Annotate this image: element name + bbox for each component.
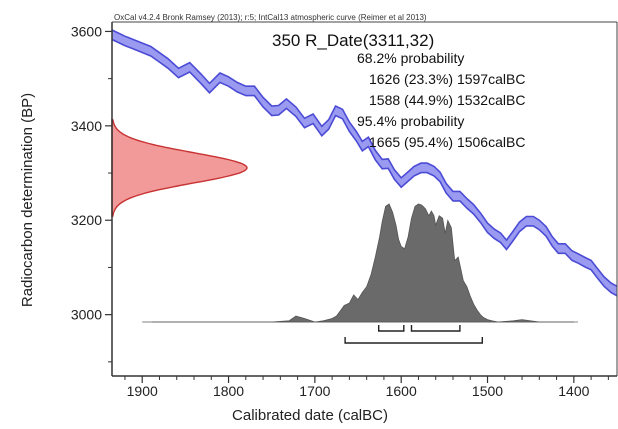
annotation-probability-68: 68.2% probability [357, 50, 464, 66]
range-68-bracket-2 [410, 325, 461, 332]
range-68-bracket-1 [378, 325, 405, 332]
axis-ticks-layer: 1900 1800 1700 1600 1500 1400 3000 3200 3400 3600 [71, 23, 609, 399]
range-95-bracket-1 [344, 337, 483, 344]
radiocarbon-date-distribution [111, 118, 248, 217]
y-tick-label-3600: 3600 [71, 23, 102, 39]
x-tick-label-1800: 1800 [213, 383, 244, 399]
calibration-curve-layer [111, 29, 618, 297]
annotation-range-95: 1665 (95.4%) 1506calBC [369, 134, 525, 150]
annotation-range-68-2: 1588 (44.9%) 1532calBC [369, 92, 525, 108]
chart-title: 350 R_Date(3311,32) [272, 31, 434, 50]
x-axis-title: Calibrated date (calBC) [232, 407, 388, 424]
x-tick-label-1700: 1700 [299, 383, 330, 399]
calibration-curve-band [112, 30, 617, 296]
x-tick-label-1500: 1500 [472, 383, 503, 399]
probability-ranges-layer [344, 325, 483, 344]
annotation-range-68-1: 1626 (23.3%) 1597calBC [369, 71, 525, 87]
calibration-curve-lower-edge [111, 38, 618, 297]
x-tick-label-1400: 1400 [558, 383, 589, 399]
plot-background [112, 22, 617, 376]
y-tick-label-3000: 3000 [71, 307, 102, 323]
posterior-distribution [142, 203, 574, 323]
x-tick-label-1900: 1900 [127, 383, 158, 399]
annotation-probability-95: 95.4% probability [357, 113, 464, 129]
y-tick-label-3400: 3400 [71, 118, 102, 134]
radiocarbon-date-layer [111, 118, 248, 217]
posterior-distribution-layer [142, 203, 578, 323]
calibration-credit: OxCal v4.2.4 Bronk Ramsey (2013); r:5; I… [114, 13, 427, 22]
calibration-curve-upper-edge [111, 29, 618, 288]
y-axis-title: Radiocarbon determination (BP) [19, 93, 36, 307]
x-tick-label-1600: 1600 [386, 383, 417, 399]
y-tick-label-3200: 3200 [71, 212, 102, 228]
